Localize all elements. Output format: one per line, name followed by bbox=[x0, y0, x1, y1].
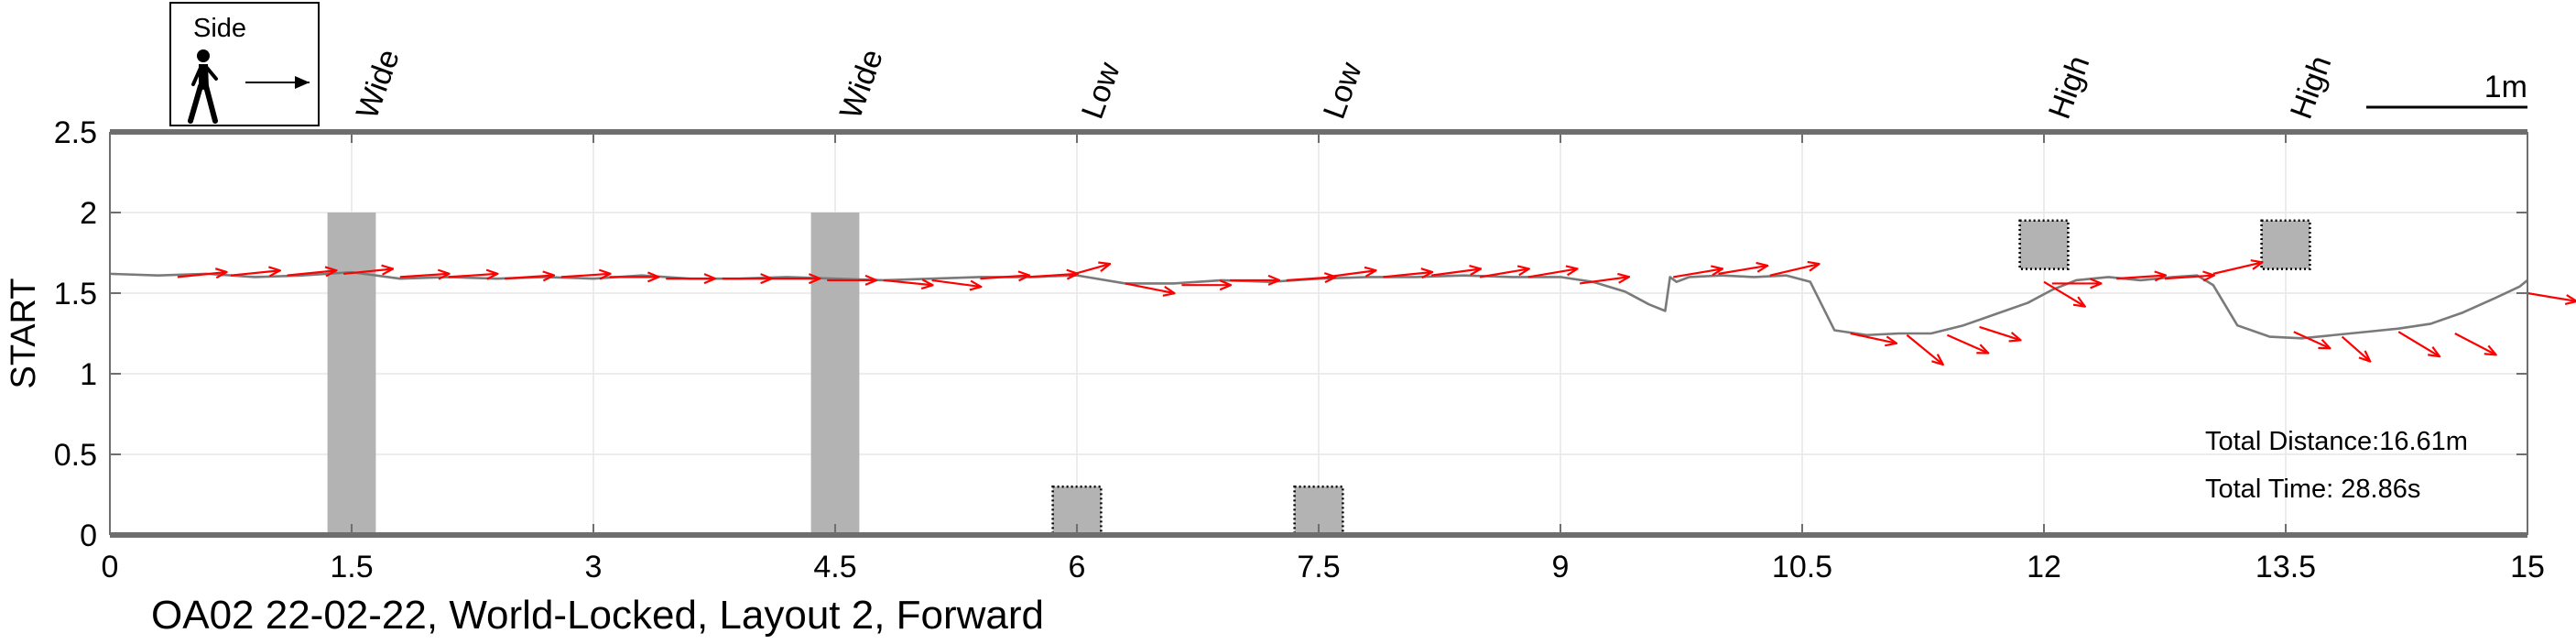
x-ticks: 0 1.5 3 4.5 6 7.5 9 10.5 12 13.5 15 bbox=[102, 132, 2545, 584]
heading-arrow bbox=[343, 269, 392, 274]
heading-arrows bbox=[177, 263, 2576, 365]
heading-arrow bbox=[931, 278, 981, 287]
direction-legend: Side bbox=[169, 2, 320, 126]
x-tick-label: 12 bbox=[2027, 550, 2061, 584]
heading-arrow bbox=[2212, 263, 2262, 275]
obstacle-label: Wide bbox=[350, 45, 407, 124]
heading-arrow bbox=[1718, 266, 1766, 275]
heading-arrow bbox=[230, 270, 279, 275]
heading-arrow bbox=[505, 276, 553, 279]
obstacle-label: High bbox=[2042, 51, 2097, 124]
heading-arrow bbox=[2397, 331, 2439, 355]
chart-caption: OA02 22-02-22, World-Locked, Layout 2, F… bbox=[151, 593, 1044, 638]
heading-arrow bbox=[980, 276, 1028, 279]
y-ticks: 0 0.5 1 1.5 2 2.5 bbox=[54, 115, 2527, 553]
heading-arrow bbox=[2043, 280, 2084, 306]
x-tick-label: 13.5 bbox=[2255, 550, 2316, 584]
y-tick-label: 2.5 bbox=[54, 115, 97, 150]
heading-arrow bbox=[1527, 269, 1577, 278]
scale-bar-label: 1m bbox=[2484, 70, 2527, 104]
heading-arrow bbox=[2341, 335, 2370, 361]
x-tick-label: 3 bbox=[585, 550, 603, 584]
heading-arrow bbox=[287, 270, 336, 275]
obstacle-label: Low bbox=[1317, 58, 1369, 124]
obstacle-label: Wide bbox=[833, 45, 890, 124]
heading-arrow bbox=[1946, 333, 1987, 353]
heading-arrow bbox=[1028, 274, 1077, 278]
heading-arrow bbox=[883, 280, 932, 285]
scale-bar: 1m bbox=[2366, 70, 2527, 109]
total-time-annotation: Total Time: 28.86s bbox=[2205, 475, 2420, 504]
gridlines bbox=[109, 131, 2528, 536]
y-tick-label: 1.5 bbox=[54, 277, 97, 311]
heading-arrow bbox=[399, 274, 449, 278]
obstacle-block bbox=[2018, 219, 2070, 270]
heading-arrow bbox=[2116, 276, 2165, 279]
y-tick-label: 0 bbox=[80, 518, 97, 553]
obstacle-label: High bbox=[2284, 51, 2339, 124]
heading-arrow bbox=[1125, 282, 1174, 293]
y-tick-label: 0.5 bbox=[54, 438, 97, 473]
heading-arrow bbox=[560, 274, 610, 278]
x-tick-label: 0 bbox=[102, 550, 119, 584]
obstacle-block bbox=[2260, 219, 2311, 270]
x-tick-label: 10.5 bbox=[1772, 550, 1832, 584]
total-distance-annotation: Total Distance:16.61m bbox=[2205, 427, 2468, 456]
heading-arrow bbox=[1068, 264, 1109, 277]
x-tick-label: 7.5 bbox=[1297, 550, 1340, 584]
heading-arrow bbox=[1906, 333, 1942, 365]
heading-arrow bbox=[2454, 333, 2495, 355]
x-tick-label: 4.5 bbox=[813, 550, 856, 584]
heading-arrow bbox=[2293, 331, 2330, 348]
heading-arrow bbox=[2527, 291, 2576, 301]
heading-arrow bbox=[448, 274, 497, 278]
heading-arrow bbox=[1979, 325, 2020, 340]
heading-arrow bbox=[2164, 276, 2213, 279]
obstacle-label: Low bbox=[1075, 58, 1127, 124]
heading-arrow bbox=[1579, 277, 1628, 285]
walking-person-icon bbox=[188, 49, 218, 124]
heading-arrow bbox=[1431, 269, 1480, 277]
heading-arrow bbox=[1479, 269, 1528, 278]
y-tick-label: 2 bbox=[80, 196, 97, 231]
obstacle-block bbox=[810, 213, 860, 535]
legend-label: Side bbox=[193, 14, 246, 43]
x-tick-label: 6 bbox=[1069, 550, 1086, 584]
trajectory-path bbox=[109, 270, 2528, 340]
heading-arrow bbox=[1673, 269, 1722, 278]
x-tick-label: 9 bbox=[1552, 550, 1570, 584]
heading-arrow bbox=[1850, 332, 1896, 344]
obstacles bbox=[327, 213, 2311, 537]
x-tick-label: 15 bbox=[2510, 550, 2545, 584]
heading-arrow bbox=[177, 272, 226, 277]
heading-arrow bbox=[1286, 277, 1335, 280]
obstacle-block bbox=[327, 213, 376, 535]
heading-arrow bbox=[1769, 264, 1819, 277]
y-tick-label: 1 bbox=[80, 357, 97, 392]
y-axis-label: START bbox=[5, 278, 43, 388]
heading-arrow bbox=[1383, 272, 1431, 277]
heading-arrow bbox=[1326, 270, 1375, 278]
x-tick-label: 1.5 bbox=[330, 550, 373, 584]
obstacle-labels: Wide Wide Low Low High High bbox=[350, 45, 2339, 124]
